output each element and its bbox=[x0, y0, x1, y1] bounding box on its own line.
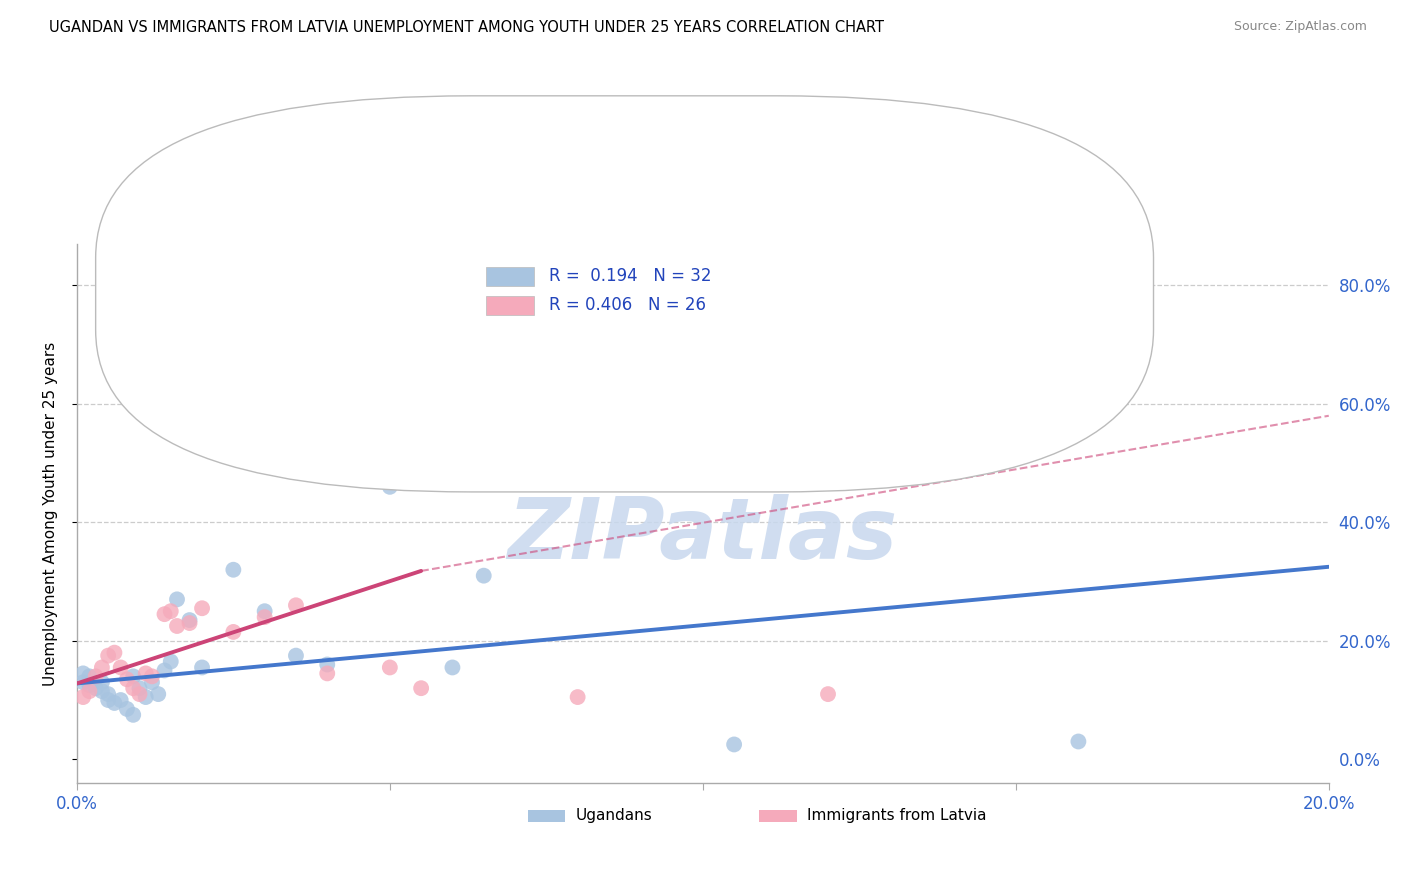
Point bbox=[141, 669, 163, 683]
Point bbox=[103, 696, 125, 710]
Point bbox=[222, 563, 245, 577]
Point bbox=[191, 660, 214, 674]
Text: R =  0.194   N = 32: R = 0.194 N = 32 bbox=[548, 268, 711, 285]
Point bbox=[284, 599, 307, 613]
Bar bbox=[759, 810, 797, 822]
Point bbox=[122, 669, 145, 683]
Point bbox=[90, 675, 112, 690]
Point bbox=[191, 601, 214, 615]
Text: UGANDAN VS IMMIGRANTS FROM LATVIA UNEMPLOYMENT AMONG YOUTH UNDER 25 YEARS CORREL: UGANDAN VS IMMIGRANTS FROM LATVIA UNEMPL… bbox=[49, 20, 884, 35]
Bar bbox=[486, 296, 534, 315]
Point bbox=[316, 666, 339, 681]
Bar bbox=[486, 268, 534, 285]
Point bbox=[153, 664, 176, 678]
Point bbox=[110, 660, 132, 674]
FancyBboxPatch shape bbox=[96, 95, 1153, 491]
Point bbox=[103, 646, 125, 660]
Point bbox=[135, 666, 157, 681]
Point bbox=[378, 660, 401, 674]
Point bbox=[97, 648, 120, 663]
Point bbox=[179, 613, 201, 627]
Point bbox=[122, 681, 145, 696]
Point bbox=[90, 660, 112, 674]
Point bbox=[253, 604, 276, 618]
Point bbox=[79, 684, 101, 698]
Text: Ugandans: Ugandans bbox=[575, 808, 652, 823]
Text: Source: ZipAtlas.com: Source: ZipAtlas.com bbox=[1233, 20, 1367, 33]
Point bbox=[115, 673, 138, 687]
Point bbox=[472, 568, 495, 582]
Point bbox=[284, 648, 307, 663]
Point bbox=[222, 624, 245, 639]
Point bbox=[148, 687, 170, 701]
Text: ZIPatlas: ZIPatlas bbox=[508, 493, 898, 576]
Point bbox=[110, 693, 132, 707]
Point bbox=[567, 690, 589, 704]
Point bbox=[253, 610, 276, 624]
Point bbox=[1067, 734, 1090, 748]
Point bbox=[72, 690, 94, 704]
Point bbox=[97, 687, 120, 701]
Point bbox=[79, 669, 101, 683]
Point bbox=[141, 675, 163, 690]
Point bbox=[135, 690, 157, 704]
Point bbox=[128, 687, 150, 701]
Text: R = 0.406   N = 26: R = 0.406 N = 26 bbox=[548, 296, 706, 315]
Point bbox=[166, 619, 188, 633]
Text: Immigrants from Latvia: Immigrants from Latvia bbox=[807, 808, 986, 823]
Point bbox=[97, 693, 120, 707]
Point bbox=[166, 592, 188, 607]
Point bbox=[441, 660, 464, 674]
Point bbox=[72, 675, 94, 690]
Point bbox=[72, 666, 94, 681]
Point bbox=[128, 681, 150, 696]
Point bbox=[316, 657, 339, 672]
Point bbox=[723, 738, 745, 752]
Bar bbox=[527, 810, 565, 822]
Point bbox=[817, 687, 839, 701]
Point bbox=[692, 350, 714, 364]
Point bbox=[378, 480, 401, 494]
Y-axis label: Unemployment Among Youth under 25 years: Unemployment Among Youth under 25 years bbox=[44, 342, 58, 686]
Point bbox=[84, 681, 107, 696]
Point bbox=[90, 684, 112, 698]
Point bbox=[79, 678, 101, 692]
Point bbox=[153, 607, 176, 622]
Point bbox=[159, 604, 181, 618]
Point bbox=[122, 707, 145, 722]
Point bbox=[411, 681, 433, 696]
Point bbox=[179, 615, 201, 630]
Point bbox=[159, 655, 181, 669]
Point bbox=[115, 702, 138, 716]
Point bbox=[84, 669, 107, 683]
